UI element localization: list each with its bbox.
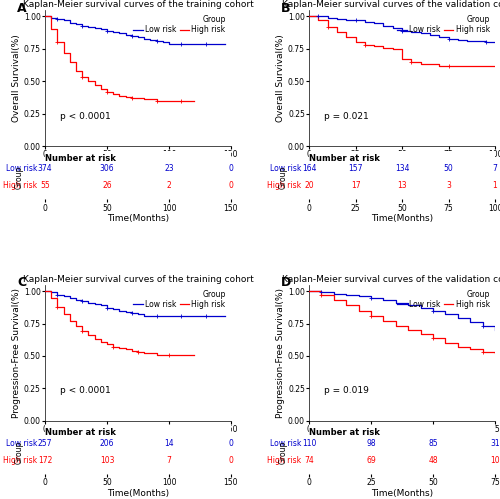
Text: B: B	[281, 2, 290, 15]
X-axis label: Time(Months): Time(Months)	[371, 161, 433, 170]
Title: Kaplan-Meier survival curves of the training cohort: Kaplan-Meier survival curves of the trai…	[22, 0, 254, 9]
Y-axis label: Overall Survival(%): Overall Survival(%)	[276, 34, 285, 122]
Text: High risk: High risk	[4, 181, 37, 190]
Text: Group: Group	[14, 166, 24, 189]
Text: 110: 110	[302, 439, 316, 448]
Text: 257: 257	[38, 439, 52, 448]
Text: Low risk: Low risk	[6, 439, 38, 448]
Text: 7: 7	[492, 164, 498, 173]
Text: 20: 20	[304, 181, 314, 190]
Text: 98: 98	[366, 439, 376, 448]
X-axis label: Time(Months): Time(Months)	[107, 435, 169, 444]
Text: 206: 206	[100, 439, 114, 448]
Text: Group: Group	[14, 440, 24, 464]
Text: p = 0.021: p = 0.021	[324, 112, 368, 121]
Text: 13: 13	[397, 181, 407, 190]
Text: Number at risk: Number at risk	[309, 154, 380, 163]
X-axis label: Time(Months): Time(Months)	[107, 214, 169, 223]
Text: 164: 164	[302, 164, 316, 173]
Text: 17: 17	[350, 181, 360, 190]
Text: A: A	[17, 2, 26, 15]
Title: Kaplan-Meier survival curves of the validation cohort: Kaplan-Meier survival curves of the vali…	[282, 0, 500, 9]
X-axis label: Time(Months): Time(Months)	[107, 161, 169, 170]
Text: 48: 48	[428, 456, 438, 465]
Legend: Low risk, High risk: Low risk, High risk	[396, 288, 491, 311]
Text: 2: 2	[166, 181, 172, 190]
Text: 134: 134	[395, 164, 409, 173]
X-axis label: Time(Months): Time(Months)	[371, 489, 433, 498]
Text: p < 0.0001: p < 0.0001	[60, 112, 110, 121]
Text: Low risk: Low risk	[6, 164, 38, 173]
Legend: Low risk, High risk: Low risk, High risk	[132, 288, 227, 311]
Text: Number at risk: Number at risk	[309, 428, 380, 437]
Text: 157: 157	[348, 164, 363, 173]
Text: 3: 3	[446, 181, 451, 190]
Text: C: C	[17, 276, 26, 289]
Text: D: D	[281, 276, 291, 289]
Text: 85: 85	[428, 439, 438, 448]
Text: 23: 23	[164, 164, 174, 173]
Text: Low risk: Low risk	[270, 164, 302, 173]
Text: Low risk: Low risk	[270, 439, 302, 448]
Text: 374: 374	[38, 164, 52, 173]
Title: Kaplan-Meier survival curves of the validation cohort: Kaplan-Meier survival curves of the vali…	[282, 275, 500, 284]
Text: Number at risk: Number at risk	[45, 428, 116, 437]
Text: 103: 103	[100, 456, 114, 465]
Text: 31: 31	[490, 439, 500, 448]
Text: p = 0.019: p = 0.019	[324, 386, 369, 395]
X-axis label: Time(Months): Time(Months)	[371, 214, 433, 223]
Text: p < 0.0001: p < 0.0001	[60, 386, 110, 395]
Text: 1: 1	[492, 181, 498, 190]
Text: 0: 0	[228, 456, 234, 465]
Y-axis label: Progression-Free Survival(%): Progression-Free Survival(%)	[12, 288, 21, 418]
Legend: Low risk, High risk: Low risk, High risk	[132, 14, 227, 36]
Text: 74: 74	[304, 456, 314, 465]
Text: 306: 306	[100, 164, 114, 173]
Legend: Low risk, High risk: Low risk, High risk	[396, 14, 491, 36]
Text: Number at risk: Number at risk	[45, 154, 116, 163]
Text: 50: 50	[444, 164, 454, 173]
Text: 0: 0	[228, 181, 234, 190]
Text: 7: 7	[166, 456, 172, 465]
Text: Group: Group	[278, 166, 287, 189]
Y-axis label: Overall Survival(%): Overall Survival(%)	[12, 34, 21, 122]
Text: Group: Group	[278, 440, 287, 464]
X-axis label: Time(Months): Time(Months)	[371, 435, 433, 444]
Text: 69: 69	[366, 456, 376, 465]
Text: High risk: High risk	[4, 456, 37, 465]
Title: Kaplan-Meier survival curves of the training cohort: Kaplan-Meier survival curves of the trai…	[22, 275, 254, 284]
Text: 172: 172	[38, 456, 52, 465]
Text: 10: 10	[490, 456, 500, 465]
Text: High risk: High risk	[268, 456, 302, 465]
X-axis label: Time(Months): Time(Months)	[107, 489, 169, 498]
Text: 26: 26	[102, 181, 112, 190]
Y-axis label: Progression-Free Survival(%): Progression-Free Survival(%)	[276, 288, 285, 418]
Text: 0: 0	[228, 439, 234, 448]
Text: High risk: High risk	[268, 181, 302, 190]
Text: 0: 0	[228, 164, 234, 173]
Text: 55: 55	[40, 181, 50, 190]
Text: 14: 14	[164, 439, 174, 448]
